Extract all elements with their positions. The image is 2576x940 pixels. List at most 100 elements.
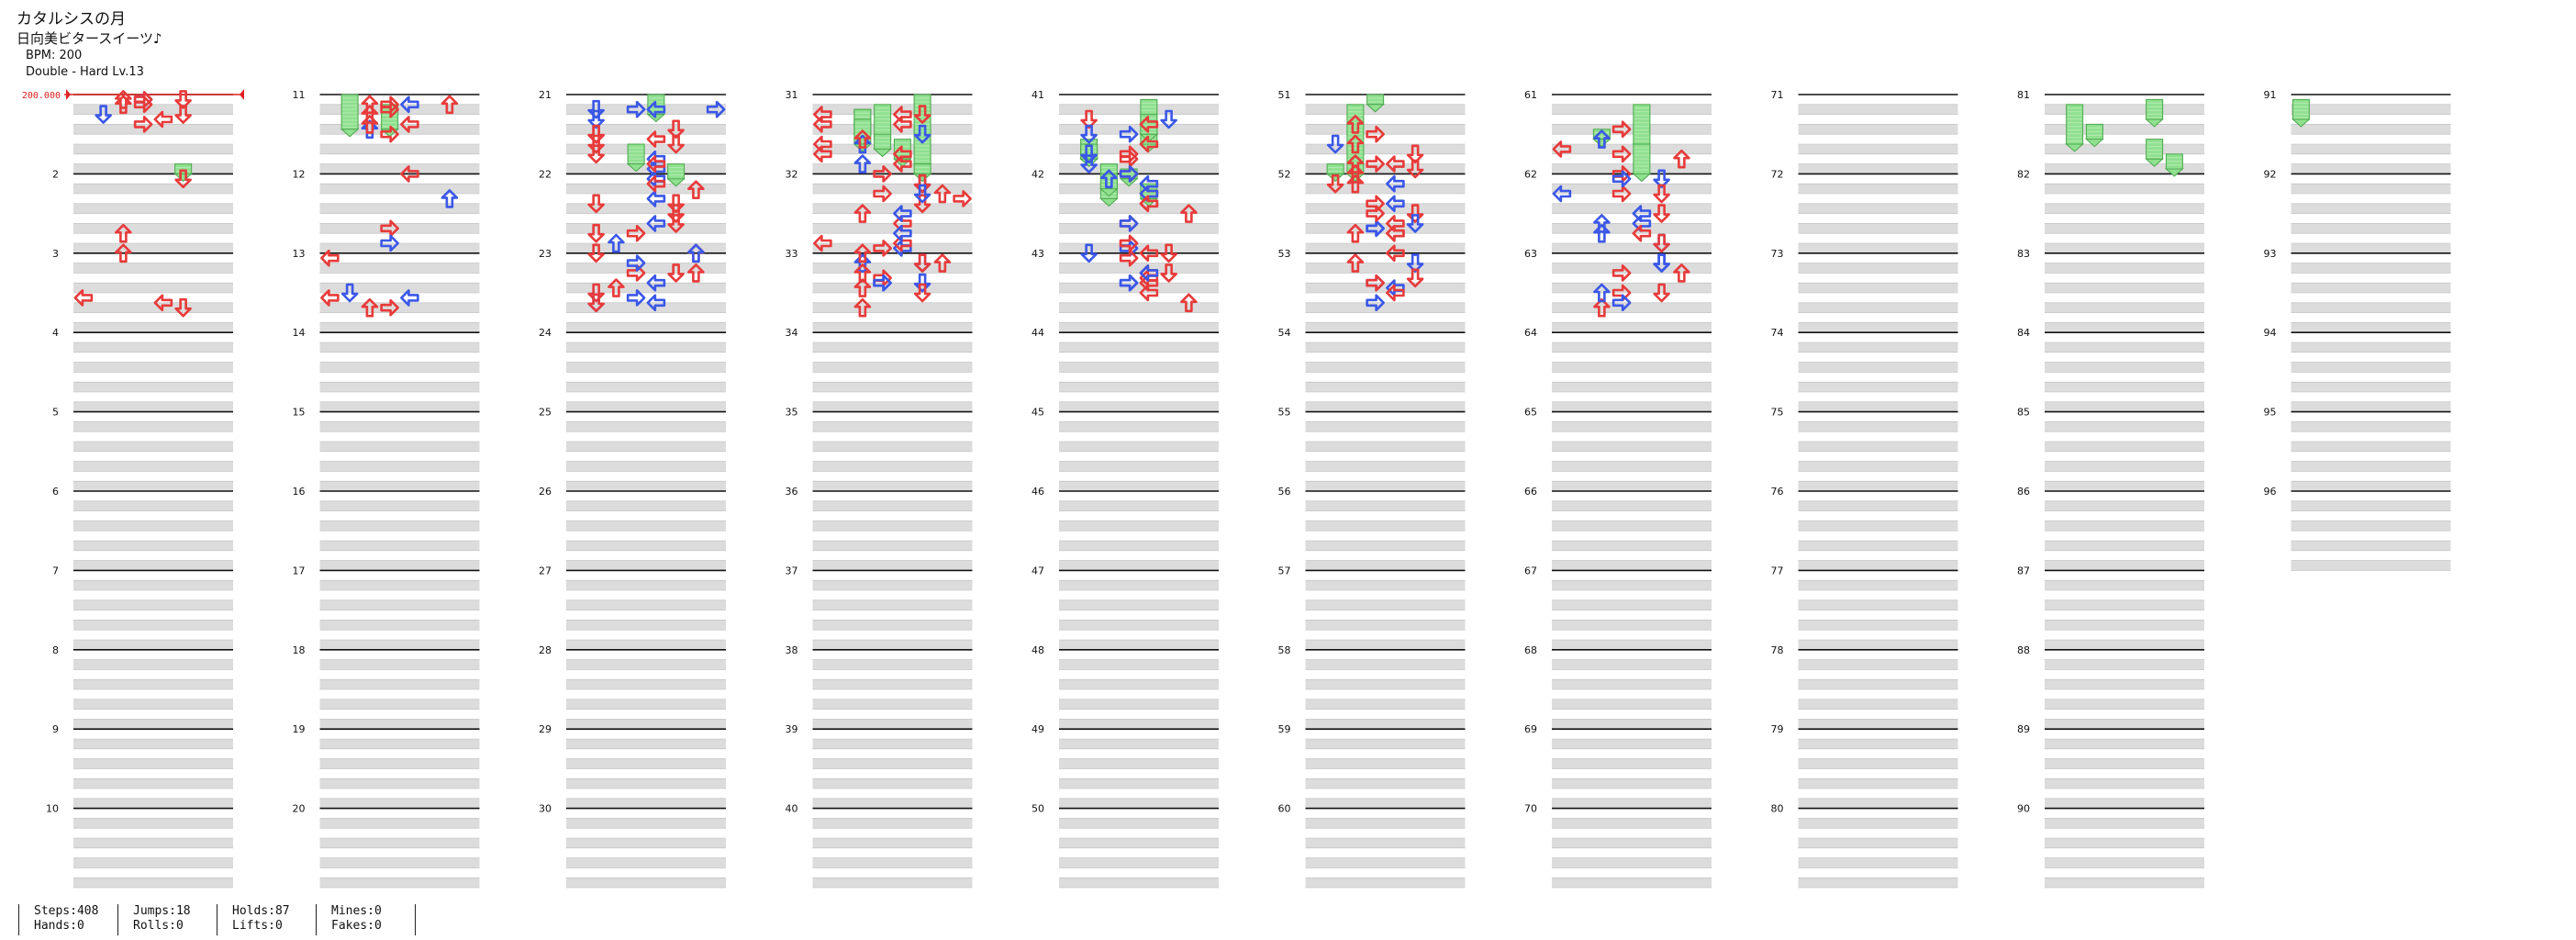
beat-band xyxy=(73,283,233,293)
beat-band xyxy=(319,283,480,293)
measure-number: 66 xyxy=(1524,486,1537,498)
beat-band xyxy=(812,362,973,373)
step-arrow xyxy=(380,95,399,114)
step-arrow xyxy=(400,95,419,114)
mines-count: Mines:0 xyxy=(331,904,382,918)
beat-band xyxy=(1305,659,1466,670)
beat-band xyxy=(1305,461,1466,472)
measure-number: 16 xyxy=(293,486,306,498)
step-arrow xyxy=(646,274,666,292)
beat-band xyxy=(1552,699,1712,710)
beat-band xyxy=(319,163,480,174)
beat-band xyxy=(1552,818,1712,829)
beat-band xyxy=(566,818,726,829)
beat-band xyxy=(1798,838,1958,848)
beat-band xyxy=(812,838,973,848)
beat-band xyxy=(2045,640,2204,650)
measure-number: 58 xyxy=(1278,644,1291,656)
beat-band xyxy=(1552,798,1712,809)
step-arrow xyxy=(380,125,399,143)
beat-band xyxy=(1059,560,1219,571)
stat-divider-end xyxy=(415,904,416,935)
beat-band xyxy=(1305,382,1466,392)
beat-band xyxy=(1305,442,1466,452)
beat-band xyxy=(1305,640,1466,650)
step-arrow xyxy=(1139,135,1159,153)
measure-number: 17 xyxy=(293,565,306,576)
step-arrow xyxy=(1080,154,1098,173)
measure-number: 80 xyxy=(1771,803,1784,815)
measure-number: 19 xyxy=(293,723,306,735)
step-arrow xyxy=(1386,195,1405,213)
beat-band xyxy=(812,679,973,689)
hold-tail xyxy=(1345,173,1366,183)
beat-band xyxy=(1059,401,1219,412)
beat-band xyxy=(73,144,233,154)
beat-band xyxy=(73,580,233,590)
measure-number: 40 xyxy=(786,803,798,815)
steps-count: Steps:408 xyxy=(34,904,99,918)
beat-band xyxy=(1798,401,1958,412)
hands-count: Hands:0 xyxy=(34,919,84,933)
rolls-count: Rolls:0 xyxy=(133,919,184,933)
measure-number: 41 xyxy=(1032,89,1044,101)
step-arrow xyxy=(913,173,931,194)
beat-band xyxy=(319,679,480,689)
step-arrow xyxy=(913,194,931,214)
difficulty-label: Double - Hard Lv.13 xyxy=(26,65,144,79)
beat-band xyxy=(2045,818,2204,829)
measure-number: 6 xyxy=(52,486,59,498)
measure-number: 81 xyxy=(2017,89,2030,101)
beat-band xyxy=(566,599,726,610)
beat-band xyxy=(319,461,480,472)
measure-number: 12 xyxy=(293,168,306,180)
step-arrow xyxy=(1632,224,1652,242)
beat-band xyxy=(566,857,726,868)
step-arrow xyxy=(1346,173,1365,194)
beat-band xyxy=(1059,144,1219,154)
measure-number: 50 xyxy=(1032,803,1044,815)
measure-number: 96 xyxy=(2264,486,2277,498)
hold-body xyxy=(174,163,193,174)
step-arrow xyxy=(400,165,419,183)
step-arrow xyxy=(174,169,192,189)
measure-number: 46 xyxy=(1032,486,1044,498)
hold-tail xyxy=(626,163,646,173)
beat-band xyxy=(73,699,233,710)
beat-band xyxy=(319,640,480,650)
step-arrow xyxy=(893,224,912,242)
beat-band xyxy=(1305,818,1466,829)
beat-band xyxy=(1305,878,1466,888)
beat-band xyxy=(566,500,726,511)
beat-band xyxy=(319,382,480,392)
measure-number: 22 xyxy=(539,168,552,180)
step-arrow xyxy=(1552,140,1572,158)
step-arrow xyxy=(873,165,892,183)
beat-band xyxy=(1798,184,1958,194)
measure-number: 95 xyxy=(2264,407,2277,419)
beat-band xyxy=(1305,421,1466,432)
step-arrow xyxy=(646,100,666,118)
beat-band xyxy=(1059,184,1219,194)
beat-band xyxy=(1798,342,1958,352)
beat-band xyxy=(319,857,480,868)
step-arrow xyxy=(1593,283,1611,303)
beat-band xyxy=(1798,560,1958,571)
beat-band xyxy=(812,560,973,571)
beat-band xyxy=(566,461,726,472)
step-arrow xyxy=(933,184,952,204)
step-arrow xyxy=(893,106,912,123)
beat-band xyxy=(73,362,233,373)
beat-band xyxy=(73,184,233,194)
beat-band xyxy=(1552,263,1712,274)
measure-number: 38 xyxy=(786,644,798,656)
beat-band xyxy=(319,541,480,551)
step-arrow xyxy=(608,233,625,253)
step-arrow xyxy=(667,263,685,283)
beat-band xyxy=(1552,104,1712,115)
beat-band xyxy=(566,481,726,491)
measure-number: 28 xyxy=(539,644,552,656)
beat-band xyxy=(2291,500,2451,511)
step-arrow xyxy=(1139,116,1159,133)
step-arrow xyxy=(687,243,705,263)
